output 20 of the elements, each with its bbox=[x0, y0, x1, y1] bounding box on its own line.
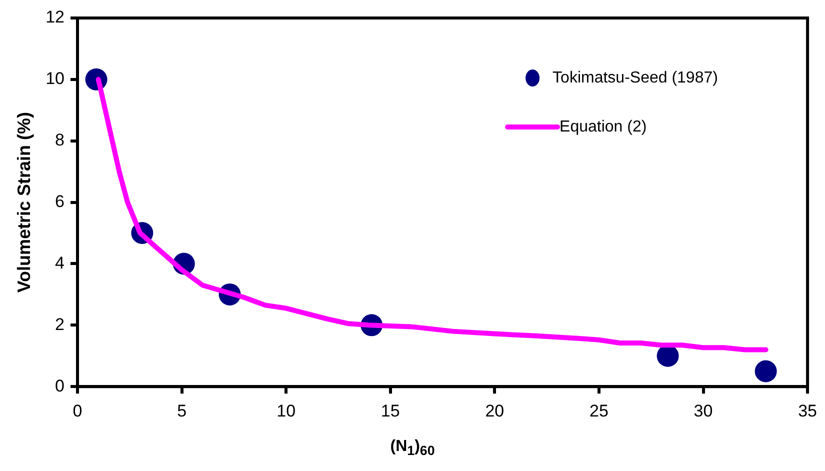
y-axis-title: Volumetric Strain (%) bbox=[14, 112, 34, 293]
y-tick-label: 2 bbox=[55, 314, 65, 334]
point bbox=[754, 360, 777, 382]
x-tick-label: 30 bbox=[694, 401, 713, 420]
legend-label: Tokimatsu-Seed (1987) bbox=[552, 69, 718, 86]
y-tick-label: 12 bbox=[46, 8, 65, 27]
y-tick-label: 8 bbox=[55, 130, 65, 150]
x-tick-label: 0 bbox=[72, 401, 82, 420]
y-tick-label: 6 bbox=[55, 192, 65, 211]
y-tick-label: 4 bbox=[55, 253, 65, 272]
legend-label: Equation (2) bbox=[560, 118, 647, 136]
x-axis-title: (N$_{1}$)$_{60}$ bbox=[389, 438, 436, 458]
x-tick-label: 5 bbox=[177, 401, 187, 420]
x-tick-label: 25 bbox=[590, 401, 608, 420]
y-tick-label: 0 bbox=[55, 376, 65, 396]
x-tick-label: 20 bbox=[485, 401, 504, 420]
x-tick-label: 15 bbox=[380, 401, 400, 420]
x-tick-label: 10 bbox=[276, 401, 296, 420]
y-tick-label: 10 bbox=[46, 69, 65, 88]
x-tick-label: 35 bbox=[798, 401, 818, 420]
